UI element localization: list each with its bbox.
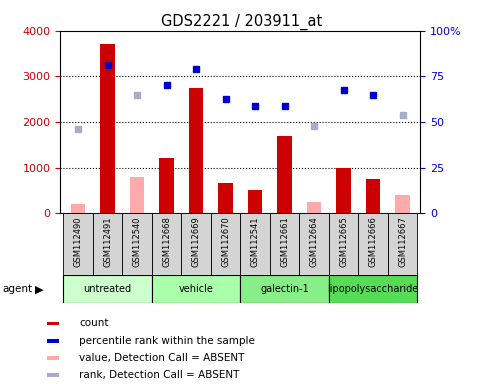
Text: GSM112541: GSM112541	[251, 216, 259, 267]
Bar	[47, 339, 58, 343]
Bar	[47, 373, 58, 377]
Bar	[152, 213, 181, 275]
Bar	[307, 202, 321, 213]
Text: value, Detection Call = ABSENT: value, Detection Call = ABSENT	[79, 353, 244, 362]
Text: untreated: untreated	[84, 284, 132, 294]
Bar	[100, 45, 115, 213]
Bar	[358, 213, 388, 275]
Bar	[152, 275, 241, 303]
Bar	[336, 167, 351, 213]
Bar	[63, 275, 152, 303]
Text: vehicle: vehicle	[179, 284, 213, 294]
Text: GSM112666: GSM112666	[369, 216, 378, 267]
Bar	[270, 213, 299, 275]
Text: rank, Detection Call = ABSENT: rank, Detection Call = ABSENT	[79, 370, 240, 380]
Text: GSM112490: GSM112490	[73, 216, 83, 267]
Text: galectin-1: galectin-1	[260, 284, 309, 294]
Text: GSM112540: GSM112540	[132, 216, 142, 267]
Bar	[218, 184, 233, 213]
Bar	[159, 159, 174, 213]
Text: GSM112661: GSM112661	[280, 216, 289, 267]
Text: GSM112667: GSM112667	[398, 216, 407, 267]
Text: GSM112668: GSM112668	[162, 216, 171, 267]
Bar	[181, 213, 211, 275]
Bar	[122, 213, 152, 275]
Text: ▶: ▶	[35, 284, 44, 294]
Text: lipopolysaccharide: lipopolysaccharide	[327, 284, 419, 294]
Bar	[277, 136, 292, 213]
Bar	[395, 195, 410, 213]
Bar	[63, 213, 93, 275]
Bar	[93, 213, 122, 275]
Text: GSM112665: GSM112665	[339, 216, 348, 267]
Bar	[299, 213, 329, 275]
Bar	[211, 213, 241, 275]
Text: GSM112491: GSM112491	[103, 216, 112, 267]
Bar	[47, 322, 58, 326]
Text: GSM112669: GSM112669	[192, 216, 200, 267]
Bar	[189, 88, 203, 213]
Bar	[130, 177, 144, 213]
Bar	[47, 356, 58, 359]
Bar	[329, 213, 358, 275]
Text: GSM112664: GSM112664	[310, 216, 318, 267]
Bar	[329, 275, 417, 303]
Text: agent: agent	[2, 284, 32, 294]
Bar	[241, 213, 270, 275]
Bar	[366, 179, 381, 213]
Bar	[241, 275, 329, 303]
Text: percentile rank within the sample: percentile rank within the sample	[79, 336, 255, 346]
Text: count: count	[79, 318, 109, 328]
Text: GDS2221 / 203911_at: GDS2221 / 203911_at	[161, 13, 322, 30]
Bar	[71, 204, 85, 213]
Bar	[248, 190, 262, 213]
Text: GSM112670: GSM112670	[221, 216, 230, 267]
Bar	[388, 213, 417, 275]
